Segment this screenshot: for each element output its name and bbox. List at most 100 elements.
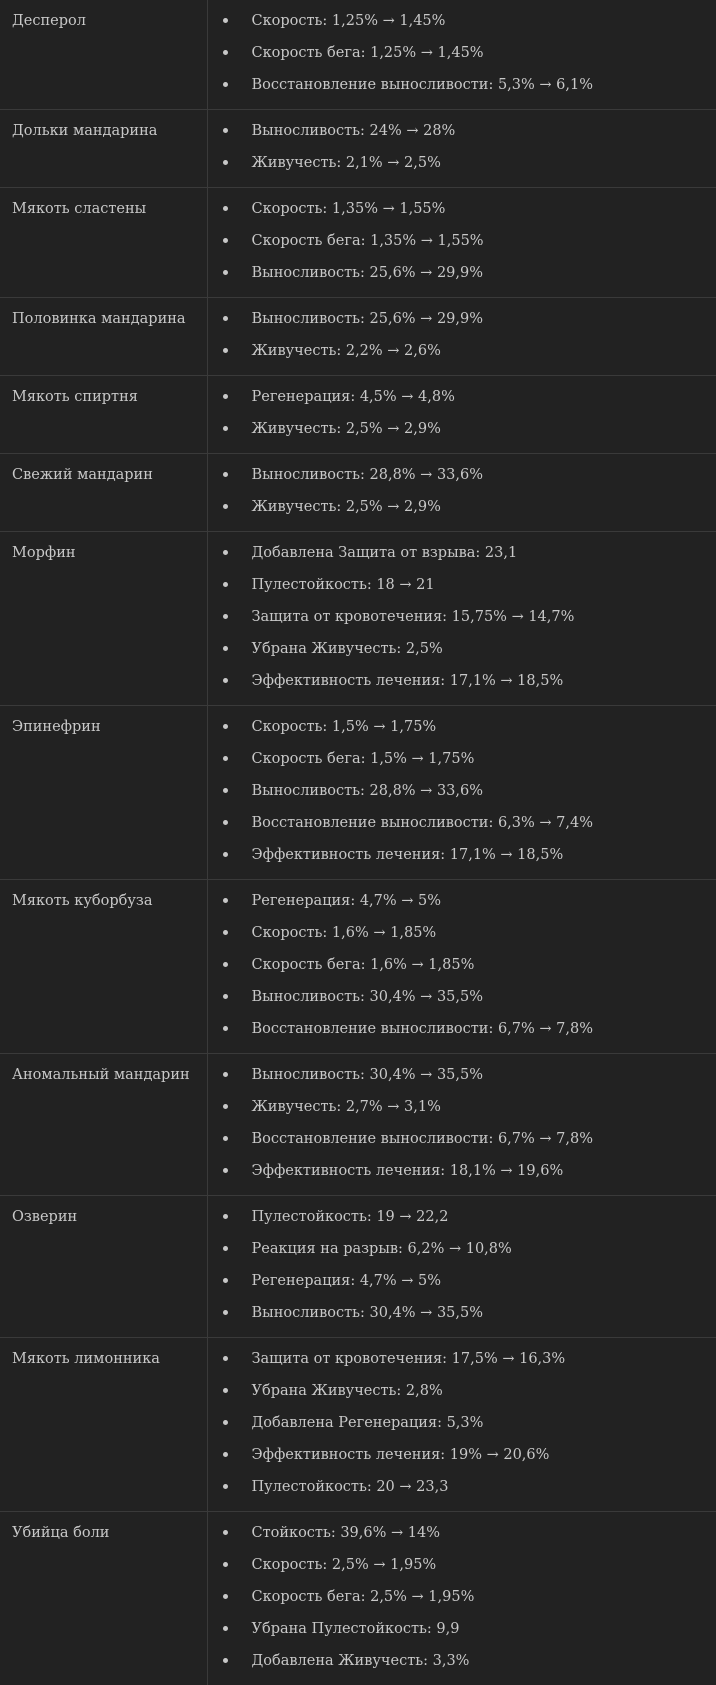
bullet-icon — [223, 1530, 228, 1535]
change-text: Выносливость: 24% → 28% — [252, 123, 456, 139]
change-text: Скорость: 1,25% → 1,45% — [252, 13, 446, 29]
change-text: Выносливость: 25,6% → 29,9% — [252, 311, 484, 327]
item-name: Дольки мандарина — [0, 110, 207, 188]
list-item: Скорость бега: 1,5% → 1,75% — [208, 745, 716, 777]
change-text: Восстановление выносливости: 6,7% → 7,8% — [252, 1021, 594, 1037]
list-item: Выносливость: 24% → 28% — [208, 117, 716, 149]
change-list: Выносливость: 24% → 28% Живучесть: 2,1% →… — [208, 117, 716, 181]
list-item: Эффективность лечения: 19% → 20,6% — [208, 1441, 716, 1473]
bullet-icon — [223, 962, 228, 967]
list-item: Скорость бега: 1,25% → 1,45% — [208, 39, 716, 71]
list-item: Скорость бега: 1,6% → 1,85% — [208, 951, 716, 983]
change-text: Выносливость: 30,4% → 35,5% — [252, 1067, 484, 1083]
list-item: Восстановление выносливости: 5,3% → 6,1% — [208, 71, 716, 103]
item-name: Мякоть спиртня — [0, 376, 207, 454]
list-item: Пулестойкость: 19 → 22,2 — [208, 1203, 716, 1235]
item-changes-cell: Выносливость: 30,4% → 35,5% Живучесть: 2,… — [207, 1054, 716, 1196]
bullet-icon — [223, 1594, 228, 1599]
change-text: Регенерация: 4,5% → 4,8% — [252, 389, 455, 405]
list-item: Добавлена Защита от взрыва: 23,1 — [208, 539, 716, 571]
bullet-icon — [223, 582, 228, 587]
list-item: Живучесть: 2,1% → 2,5% — [208, 149, 716, 181]
list-item: Регенерация: 4,7% → 5% — [208, 1267, 716, 1299]
list-item: Выносливость: 28,8% → 33,6% — [208, 777, 716, 809]
change-text: Выносливость: 25,6% → 29,9% — [252, 265, 484, 281]
change-text: Добавлена Защита от взрыва: 23,1 — [252, 545, 518, 561]
change-text: Скорость: 2,5% → 1,95% — [252, 1557, 437, 1573]
change-text: Скорость бега: 1,5% → 1,75% — [252, 751, 475, 767]
item-name: Аномальный мандарин — [0, 1054, 207, 1196]
bullet-icon — [223, 550, 228, 555]
bullet-icon — [223, 1484, 228, 1489]
bullet-icon — [223, 930, 228, 935]
change-text: Восстановление выносливости: 6,3% → 7,4% — [252, 815, 594, 831]
change-text: Регенерация: 4,7% → 5% — [252, 893, 442, 909]
change-text: Живучесть: 2,5% → 2,9% — [252, 499, 441, 515]
list-item: Защита от кровотечения: 15,75% → 14,7% — [208, 603, 716, 635]
list-item: Выносливость: 28,8% → 33,6% — [208, 461, 716, 493]
change-text: Защита от кровотечения: 15,75% → 14,7% — [252, 609, 575, 625]
list-item: Скорость бега: 2,5% → 1,95% — [208, 1583, 716, 1615]
bullet-icon — [223, 472, 228, 477]
bullet-icon — [223, 394, 228, 399]
change-text: Живучесть: 2,7% → 3,1% — [252, 1099, 441, 1115]
change-text: Живучесть: 2,5% → 2,9% — [252, 421, 441, 437]
item-name: Морфин — [0, 532, 207, 706]
list-item: Выносливость: 30,4% → 35,5% — [208, 1299, 716, 1331]
list-item: Реакция на разрыв: 6,2% → 10,8% — [208, 1235, 716, 1267]
bullet-icon — [223, 1026, 228, 1031]
change-list: Регенерация: 4,7% → 5% Скорость: 1,6% → 1… — [208, 887, 716, 1047]
item-changes-cell: Пулестойкость: 19 → 22,2 Реакция на разры… — [207, 1196, 716, 1338]
bullet-icon — [223, 238, 228, 243]
item-changes-cell: Стойкость: 39,6% → 14%Скорость: 2,5% → 1… — [207, 1512, 716, 1685]
bullet-icon — [223, 270, 228, 275]
list-item: Скорость бега: 1,35% → 1,55% — [208, 227, 716, 259]
item-changes-cell: Выносливость: 24% → 28% Живучесть: 2,1% →… — [207, 110, 716, 188]
item-name: Мякоть куборбуза — [0, 880, 207, 1054]
bullet-icon — [223, 614, 228, 619]
item-name: Мякоть лимонника — [0, 1338, 207, 1512]
change-text: Скорость: 1,35% → 1,55% — [252, 201, 446, 217]
list-item: Живучесть: 2,5% → 2,9% — [208, 493, 716, 525]
list-item: Живучесть: 2,7% → 3,1% — [208, 1093, 716, 1125]
change-text: Скорость бега: 1,6% → 1,85% — [252, 957, 475, 973]
change-list: Выносливость: 25,6% → 29,9% Живучесть: 2,… — [208, 305, 716, 369]
bullet-icon — [223, 1626, 228, 1631]
change-text: Убрана Пулестойкость: 9,9 — [252, 1621, 460, 1637]
change-text: Пулестойкость: 20 → 23,3 — [252, 1479, 449, 1495]
bullet-icon — [223, 1658, 228, 1663]
bullet-icon — [223, 426, 228, 431]
change-text: Эффективность лечения: 17,1% → 18,5% — [252, 673, 564, 689]
change-text: Скорость: 1,6% → 1,85% — [252, 925, 437, 941]
change-text: Эффективность лечения: 19% → 20,6% — [252, 1447, 550, 1463]
change-text: Выносливость: 28,8% → 33,6% — [252, 467, 484, 483]
change-text: Живучесть: 2,2% → 2,6% — [252, 343, 441, 359]
change-text: Добавлена Живучесть: 3,3% — [252, 1653, 470, 1669]
item-changes-cell: Регенерация: 4,7% → 5% Скорость: 1,6% → 1… — [207, 880, 716, 1054]
list-item: Добавлена Живучесть: 3,3% — [208, 1647, 716, 1679]
list-item: Защита от кровотечения: 17,5% → 16,3% — [208, 1345, 716, 1377]
bullet-icon — [223, 1104, 228, 1109]
change-text: Добавлена Регенерация: 5,3% — [252, 1415, 484, 1431]
change-list: Выносливость: 28,8% → 33,6% Живучесть: 2,… — [208, 461, 716, 525]
change-text: Скорость бега: 1,25% → 1,45% — [252, 45, 484, 61]
bullet-icon — [223, 646, 228, 651]
item-changes-cell: Выносливость: 25,6% → 29,9% Живучесть: 2,… — [207, 298, 716, 376]
change-text: Пулестойкость: 19 → 22,2 — [252, 1209, 449, 1225]
change-list: Пулестойкость: 19 → 22,2 Реакция на разры… — [208, 1203, 716, 1331]
item-name: Мякоть сластены — [0, 188, 207, 298]
bullet-icon — [223, 1072, 228, 1077]
list-item: Восстановление выносливости: 6,7% → 7,8% — [208, 1125, 716, 1157]
bullet-icon — [223, 1452, 228, 1457]
item-name: Убийца боли — [0, 1512, 207, 1685]
bullet-icon — [223, 50, 228, 55]
change-list: Скорость: 1,5% → 1,75%Скорость бега: 1,5… — [208, 713, 716, 873]
list-item: Эффективность лечения: 17,1% → 18,5% — [208, 667, 716, 699]
list-item: Скорость: 1,6% → 1,85% — [208, 919, 716, 951]
